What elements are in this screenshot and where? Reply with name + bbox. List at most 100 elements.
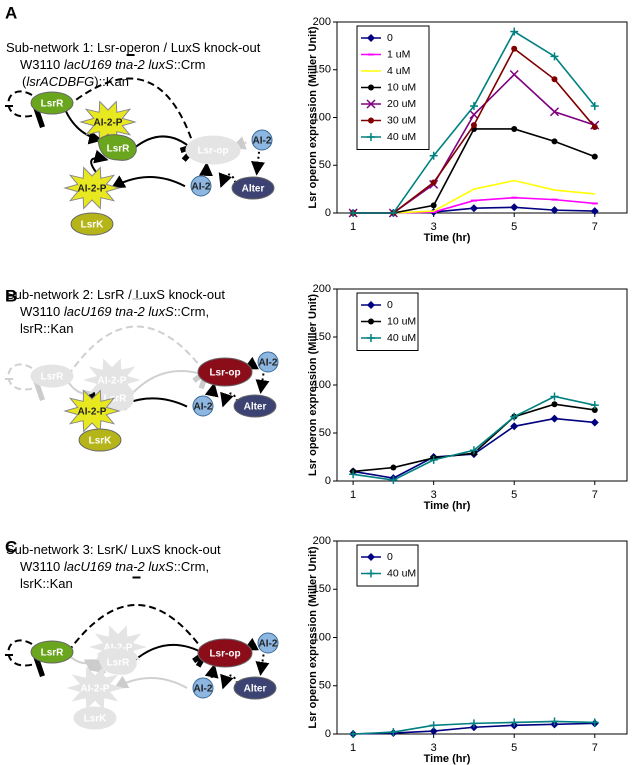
marker-part: [367, 553, 375, 561]
data-point: [510, 718, 519, 727]
marker-part: [550, 414, 559, 423]
node-shape: [231, 176, 275, 200]
node-label: LsrR: [41, 372, 65, 383]
data-point: [550, 717, 559, 726]
data-point: [389, 209, 398, 217]
edge: [7, 90, 45, 129]
data-point: [550, 206, 559, 215]
edge: [255, 373, 270, 394]
data-point: [510, 27, 519, 36]
data-point: [430, 179, 437, 186]
legend-box: [356, 544, 419, 587]
data-point: [590, 401, 599, 410]
marker-part: [551, 138, 558, 145]
data-point: [590, 102, 599, 111]
x-tick-label: 5: [511, 221, 517, 233]
x-tick-label: 3: [431, 489, 437, 501]
data-point: [389, 728, 398, 737]
data-point: [390, 464, 397, 471]
edge: [231, 136, 247, 150]
legend-label: 30 uM: [387, 114, 416, 126]
node-shape: [73, 706, 117, 730]
data-point: [429, 151, 438, 160]
legend-label: 10 uM: [387, 315, 416, 327]
marker-part: [510, 422, 519, 431]
edge: [251, 151, 265, 176]
marker-part: [368, 84, 374, 91]
marker-part: [551, 401, 558, 408]
edge: [218, 172, 238, 188]
y-tick-label: 150: [313, 583, 331, 595]
node-label: AI-2: [192, 182, 211, 193]
x-tick-label: 1: [350, 742, 356, 754]
marker-part: [368, 117, 374, 124]
node-label: AI-2-P: [78, 407, 107, 418]
x-axis-label: Time (hr): [424, 232, 471, 244]
edge: [64, 109, 103, 145]
x-tick-label: 3: [431, 221, 437, 233]
marker-part: [469, 204, 478, 213]
y-tick-label: 200: [313, 535, 331, 547]
y-axis-label: Lsr operon expression (Miller Unit): [307, 294, 319, 476]
caption-part: Sub-network 3: LsrK/ LuxS knock-out: [6, 542, 221, 557]
legend-marker: [367, 301, 375, 309]
data-point: [349, 730, 358, 738]
caption-part: W3110: [20, 304, 64, 319]
legend-marker: [367, 334, 375, 342]
edge: [113, 675, 188, 689]
node-shape: [63, 166, 121, 210]
edge: [255, 654, 270, 676]
node-label: Lsr-op: [197, 146, 228, 157]
edge: [133, 135, 205, 162]
node-shape: [30, 91, 74, 115]
marker-part: [429, 727, 438, 736]
x-tick-label: 5: [511, 742, 517, 754]
data-point: [550, 52, 559, 61]
caption-part: ::Crm,: [174, 559, 209, 574]
caption-line: W3110 lacU169 tna-2 luxS::Crm,: [20, 559, 209, 574]
legend-label: 4 uM: [387, 65, 410, 77]
data-point: [551, 138, 558, 145]
node-label: LsrR: [107, 658, 131, 669]
node-shape: [78, 428, 122, 452]
caption-part: (: [22, 74, 27, 89]
legend-label: 40 uM: [387, 332, 416, 344]
edge: [133, 640, 215, 668]
panel-letter: A: [5, 3, 17, 22]
data-point: [470, 122, 477, 129]
caption-line: (lsrACDBFG)::Kan: [22, 74, 129, 89]
panel-letter: B: [5, 286, 17, 305]
node-shape: [97, 648, 137, 675]
caption-part: lsrK::Kan: [20, 576, 73, 591]
legend-label: 0: [387, 299, 393, 311]
data-point: [590, 718, 599, 727]
x-axis-label: Time (hr): [424, 500, 471, 512]
data-point: [550, 414, 559, 423]
data-point: [551, 76, 558, 83]
marker-part: [591, 124, 598, 131]
data-point: [469, 204, 478, 213]
legend-label: 10 uM: [387, 81, 416, 93]
marker-part: [430, 179, 437, 186]
data-point: [511, 125, 518, 132]
data-point: [469, 102, 478, 111]
legend-marker: [368, 84, 374, 91]
node-shape: [192, 395, 214, 417]
node-label: Alter: [244, 684, 267, 695]
node-label: AI-2: [259, 358, 278, 369]
x-tick-label: 7: [592, 221, 598, 233]
node-label: LsrR: [107, 144, 131, 155]
node-shape: [192, 677, 214, 699]
marker-part: [551, 76, 558, 83]
caption-part: lsrR::Kan: [20, 321, 73, 336]
edge: [66, 77, 208, 153]
data-point: [429, 727, 438, 736]
marker-part: [509, 69, 519, 80]
edge: [67, 604, 218, 664]
y-tick-label: 150: [313, 64, 331, 76]
data-point: [429, 721, 438, 730]
x-tick-label: 3: [431, 742, 437, 754]
legend-marker: [366, 99, 376, 109]
marker-part: [368, 318, 374, 325]
data-point: [429, 455, 438, 464]
